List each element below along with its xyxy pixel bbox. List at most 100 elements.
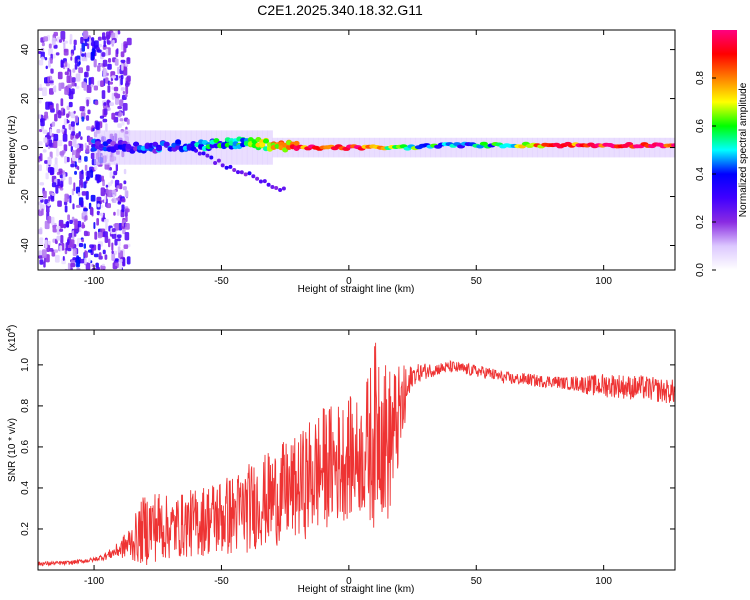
- spectrogram-cell: [64, 86, 70, 95]
- spectrogram-cell: [160, 130, 166, 165]
- spectrogram-y-ticks: -40 -20 0 20 40: [20, 44, 675, 253]
- snr-x-ticks: -100 -50 0 50 100: [84, 330, 612, 587]
- spectrogram-cell: [109, 102, 114, 106]
- spectrogram-cell: [293, 140, 300, 146]
- spectrogram-cell: [113, 92, 118, 97]
- spectrogram-cell: [95, 262, 99, 268]
- spectrogram-cell: [122, 90, 125, 95]
- spectrogram-cell: [119, 118, 124, 122]
- spectrogram-cell: [532, 137, 538, 158]
- spectrogram-cell: [69, 34, 73, 41]
- spectrogram-cell: [105, 184, 109, 188]
- spectrogram-cell: [115, 163, 118, 172]
- snr-y-label: SNR (10 * v/v): [7, 418, 18, 482]
- spectrogram-cell: [479, 141, 488, 146]
- spectrogram-cell: [48, 43, 52, 49]
- spectrogram-cell: [66, 156, 70, 163]
- snr-y-scale: (x104): [6, 325, 18, 352]
- spectrogram-cell: [274, 186, 279, 190]
- spectrogram-cell: [69, 39, 72, 45]
- spectrogram-cell: [547, 137, 554, 158]
- spectrogram-cell: [39, 237, 44, 246]
- spectrogram-cell: [209, 155, 214, 160]
- spectrogram-cell: [120, 87, 125, 91]
- spectrogram-cell: [247, 171, 252, 176]
- spectrogram-cell: [75, 133, 80, 139]
- spectrogram-cell: [68, 91, 74, 100]
- spectrogram-cell: [71, 81, 76, 87]
- spectrogram-cell: [120, 51, 125, 58]
- spectrogram-cell: [675, 138, 681, 158]
- spectrogram-cell: [175, 139, 182, 145]
- spectrogram-cell: [75, 186, 80, 194]
- spectrogram-cell: [64, 269, 68, 270]
- spectrogram-cell: [62, 133, 68, 142]
- spectrogram-cell: [53, 31, 58, 37]
- spectrogram-cell: [107, 63, 112, 70]
- spectrogram-cell: [213, 138, 220, 144]
- spectrogram-cell: [57, 71, 63, 80]
- spectrogram-cell: [75, 204, 81, 208]
- spectrogram-cell: [84, 164, 88, 171]
- x-tick-label: 0: [346, 576, 352, 587]
- spectrogram-cell: [80, 200, 84, 208]
- spectrogram-cell: [125, 85, 129, 95]
- spectrogram-cell: [43, 36, 48, 42]
- spectrogram-cell: [49, 104, 53, 110]
- spectrogram-cell: [194, 148, 198, 153]
- y-tick-label: 0.6: [20, 440, 31, 454]
- spectrogram-cell: [41, 208, 44, 216]
- spectrogram-cell: [281, 186, 286, 191]
- spectrogram-cell: [70, 56, 73, 61]
- spectrogram-cell: [104, 218, 109, 223]
- spectrogram-cell: [105, 222, 108, 231]
- spectrogram-cell: [73, 110, 76, 114]
- spectrogram-cell: [107, 85, 111, 93]
- y-tick-label: 40: [20, 44, 31, 56]
- spectrogram-cell: [491, 137, 498, 158]
- colorbar-tick-label: 0.4: [695, 167, 706, 181]
- spectrogram-cell: [70, 239, 75, 248]
- spectrogram-cell: [70, 163, 75, 168]
- spectrogram-cell: [496, 137, 503, 158]
- spectrogram-cell: [562, 137, 569, 158]
- spectrogram-cell: [108, 238, 111, 248]
- spectrogram-cell: [83, 82, 87, 91]
- spectrogram-cell: [93, 253, 99, 258]
- spectrogram-cell: [64, 128, 67, 135]
- spectrogram-cell: [81, 191, 87, 196]
- spectrogram-cell: [115, 30, 118, 39]
- spectrogram-cell: [70, 263, 76, 268]
- x-tick-label: 50: [471, 276, 483, 287]
- spectrogram-cell: [47, 158, 52, 165]
- spectrogram-cell: [542, 137, 549, 158]
- spectrogram-cell: [68, 101, 73, 108]
- spectrogram-cell: [117, 246, 121, 253]
- spectrogram-cell: [126, 256, 131, 265]
- spectrogram-cell: [101, 90, 106, 99]
- spectrogram-cell: [86, 115, 90, 121]
- spectrogram-cell: [278, 188, 283, 192]
- spectrogram-cell: [111, 253, 116, 261]
- spectrogram-cell: [50, 58, 53, 64]
- spectrogram-cell: [120, 77, 123, 86]
- spectrogram-cell: [74, 170, 77, 175]
- spectrogram-cell: [86, 52, 91, 58]
- spectrogram-cell: [39, 153, 43, 162]
- spectrogram-cell: [53, 249, 59, 253]
- spectrogram-cell: [47, 76, 50, 83]
- spectrogram-cell: [85, 262, 91, 270]
- spectrogram-cell: [74, 220, 78, 229]
- spectrogram-cell: [103, 68, 107, 76]
- spectrogram-cell: [89, 206, 94, 216]
- spectrogram-cell: [236, 170, 240, 175]
- spectrogram-cell: [103, 40, 106, 48]
- spectrogram-cell: [75, 85, 80, 89]
- x-tick-label: 100: [595, 576, 612, 587]
- y-tick-label: 0.8: [20, 399, 31, 413]
- spectrogram-cell: [50, 68, 54, 74]
- spectrogram-cell: [90, 83, 94, 88]
- spectrogram-cell: [67, 214, 70, 221]
- spectrogram-cell: [71, 77, 76, 83]
